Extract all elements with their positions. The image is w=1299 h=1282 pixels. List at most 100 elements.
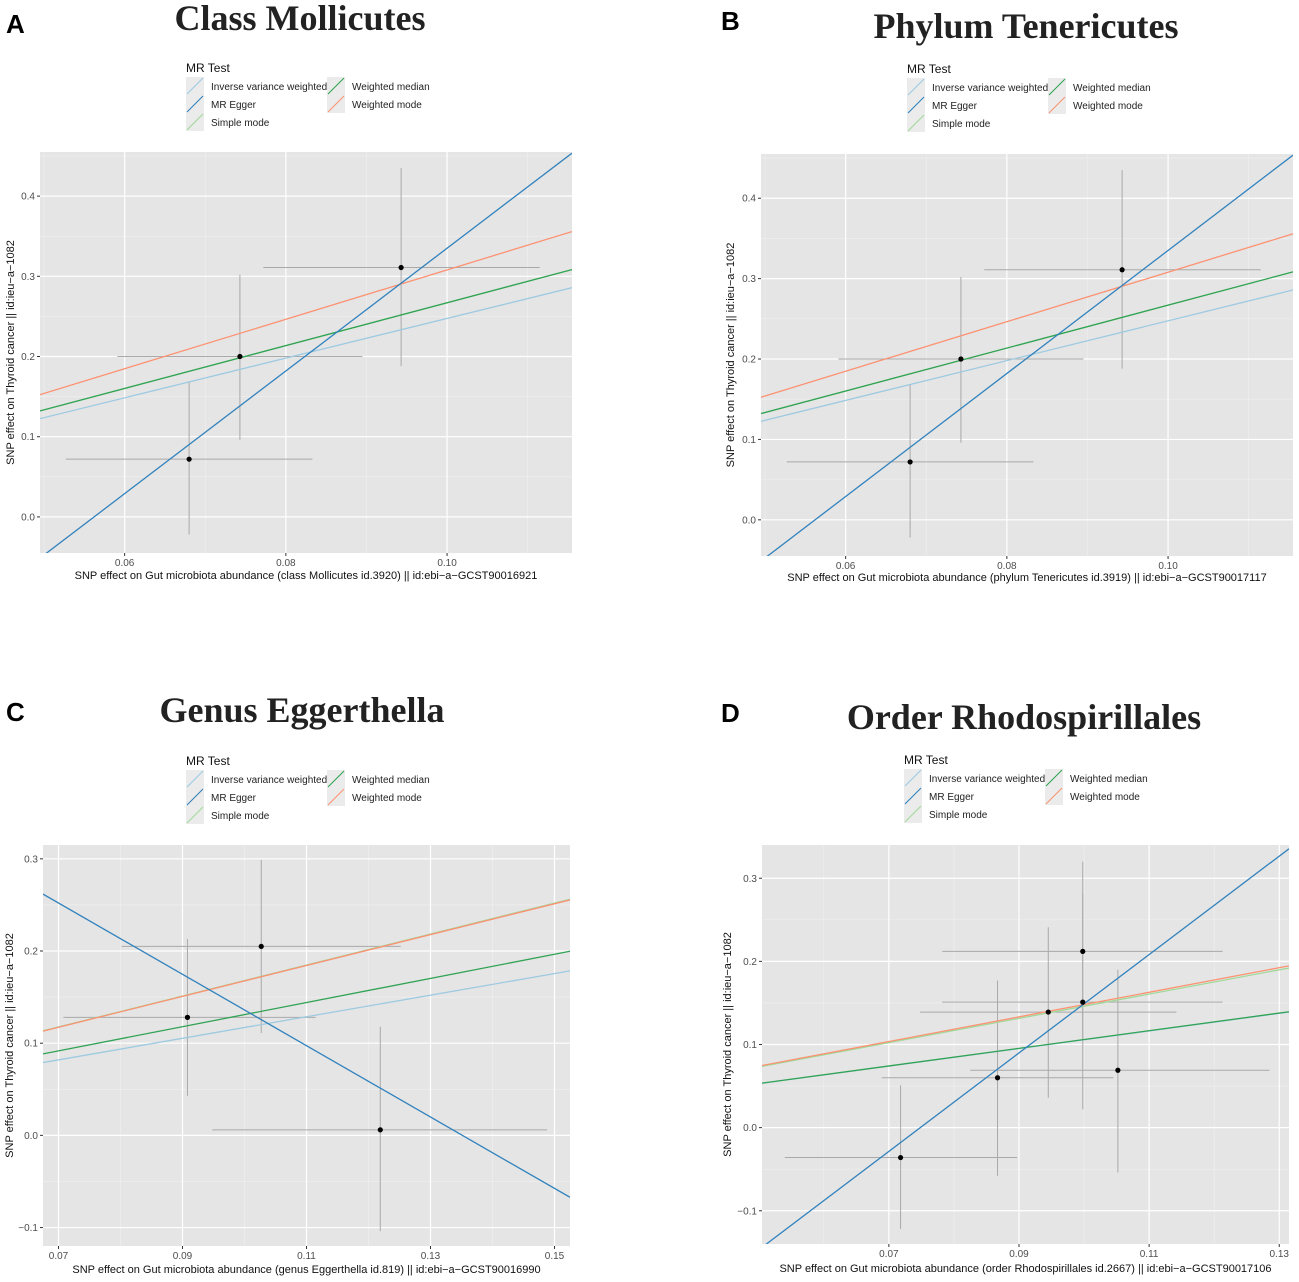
legend-swatch bbox=[904, 787, 922, 805]
y-axis-label: SNP effect on Thyroid cancer || id:ieu−a… bbox=[725, 243, 737, 468]
legend-item-ivw: Inverse variance weighted bbox=[186, 77, 327, 95]
legend-item-egger: MR Egger bbox=[186, 95, 257, 113]
legend-swatch bbox=[1045, 769, 1063, 787]
points bbox=[184, 943, 383, 1133]
regression-lines bbox=[40, 152, 572, 553]
x-tick-label: 0.10 bbox=[437, 558, 457, 569]
y-axis-label: SNP effect on Thyroid cancer || id:ieu−a… bbox=[5, 240, 17, 465]
y-tick-label: 0.3 bbox=[743, 874, 757, 885]
line-wmode bbox=[40, 230, 572, 396]
y-tick-label: 0.0 bbox=[743, 1123, 757, 1134]
legend-swatch bbox=[1048, 78, 1066, 96]
legend-label: MR Egger bbox=[211, 100, 257, 111]
legend-swatch bbox=[186, 806, 204, 824]
line-wmedian bbox=[761, 271, 1293, 415]
legend-item-egger: MR Egger bbox=[904, 787, 975, 805]
y-tick-label: −0.1 bbox=[18, 1223, 38, 1234]
chart-title: Genus Eggerthella bbox=[160, 690, 445, 730]
y-tick-label: 0.4 bbox=[21, 192, 35, 203]
regression-lines bbox=[761, 154, 1293, 556]
panel-letter: C bbox=[6, 697, 25, 727]
y-tick-label: 0.2 bbox=[24, 947, 38, 958]
legend-item-wmedian: Weighted median bbox=[327, 77, 430, 95]
legend-item-simple: Simple mode bbox=[186, 806, 270, 824]
line-wmode bbox=[762, 965, 1289, 1067]
panel-d: D Order Rhodospirillales MR Test Inverse va… bbox=[721, 697, 1289, 1275]
y-tick-label: 0.0 bbox=[21, 512, 35, 523]
y-tick-label: 0.0 bbox=[24, 1131, 38, 1142]
y-tick-label: 0.3 bbox=[21, 272, 35, 283]
panel-a: A Class Mollicutes MR Test Inverse variance… bbox=[5, 0, 572, 582]
data-point bbox=[398, 264, 404, 271]
line-ivw bbox=[761, 289, 1293, 422]
legend-label: Weighted mode bbox=[352, 793, 422, 804]
data-point bbox=[1080, 948, 1086, 955]
panel-letter: A bbox=[6, 9, 25, 39]
legend-swatch bbox=[907, 96, 925, 114]
legend-label: Inverse variance weighted bbox=[929, 774, 1045, 785]
legend-item-simple: Simple mode bbox=[907, 114, 991, 132]
legend-swatch bbox=[186, 113, 204, 131]
y-tick-label: 0.1 bbox=[742, 435, 756, 446]
data-point bbox=[1080, 999, 1086, 1005]
points bbox=[897, 948, 1121, 1161]
regression-lines bbox=[762, 848, 1289, 1244]
x-axis-label: SNP effect on Gut microbiota abundance (… bbox=[72, 1264, 540, 1276]
legend-swatch bbox=[904, 769, 922, 787]
legend-item-wmedian: Weighted median bbox=[1048, 78, 1151, 96]
legend-swatch bbox=[186, 77, 204, 95]
x-tick-label: 0.11 bbox=[1140, 1249, 1159, 1260]
legend-item-wmedian: Weighted median bbox=[1045, 769, 1148, 787]
points bbox=[186, 264, 404, 462]
data-point bbox=[258, 943, 264, 950]
regression-lines bbox=[43, 893, 570, 1198]
legend-swatch bbox=[907, 114, 925, 132]
grid bbox=[761, 154, 1293, 556]
grid bbox=[43, 845, 570, 1246]
data-point bbox=[1115, 1067, 1121, 1073]
y-tick-label: 0.4 bbox=[742, 194, 756, 205]
grid bbox=[762, 845, 1289, 1244]
y-tick-label: 0.3 bbox=[24, 854, 38, 865]
legend: MR Test Inverse variance weighted MR Egger… bbox=[904, 753, 1148, 823]
data-point bbox=[897, 1154, 904, 1161]
legend-title: MR Test bbox=[186, 61, 230, 75]
legend-label: Simple mode bbox=[932, 119, 991, 130]
x-tick-label: 0.06 bbox=[115, 558, 135, 569]
y-tick-label: 0.2 bbox=[21, 352, 35, 363]
legend-item-wmode: Weighted mode bbox=[327, 95, 422, 113]
legend-swatch bbox=[327, 770, 345, 788]
legend-swatch bbox=[1045, 787, 1063, 805]
panel-letter: D bbox=[721, 698, 740, 728]
legend-label: MR Egger bbox=[211, 793, 257, 804]
legend-label: Inverse variance weighted bbox=[932, 83, 1048, 94]
x-tick-label: 0.09 bbox=[1009, 1249, 1029, 1260]
legend-item-ivw: Inverse variance weighted bbox=[904, 769, 1045, 787]
data-point bbox=[958, 356, 964, 362]
y-tick-label: 0.1 bbox=[21, 432, 35, 443]
legend-item-egger: MR Egger bbox=[186, 788, 257, 806]
legend-swatch bbox=[904, 805, 922, 823]
legend-swatch bbox=[186, 788, 204, 806]
y-tick-label: −0.1 bbox=[737, 1206, 757, 1217]
legend-swatch bbox=[327, 77, 345, 95]
x-tick-label: 0.09 bbox=[173, 1251, 193, 1262]
line-egger bbox=[45, 152, 572, 553]
legend-item-wmode: Weighted mode bbox=[327, 788, 422, 806]
y-tick-label: 0.0 bbox=[742, 515, 756, 526]
legend-swatch bbox=[907, 78, 925, 96]
chart-title: Class Mollicutes bbox=[175, 0, 426, 38]
legend-label: Inverse variance weighted bbox=[211, 82, 327, 93]
x-axis-label: SNP effect on Gut microbiota abundance (… bbox=[779, 1263, 1271, 1275]
legend-label: Weighted median bbox=[1070, 774, 1148, 785]
legend-item-ivw: Inverse variance weighted bbox=[186, 770, 327, 788]
legend-item-wmode: Weighted mode bbox=[1045, 787, 1140, 805]
points bbox=[907, 267, 1125, 465]
line-ivw bbox=[40, 287, 572, 420]
legend-label: Simple mode bbox=[211, 118, 270, 129]
chart-title: Phylum Tenericutes bbox=[873, 6, 1178, 46]
y-tick-label: 0.3 bbox=[742, 274, 756, 285]
legend-title: MR Test bbox=[904, 753, 948, 767]
line-egger bbox=[43, 893, 570, 1198]
